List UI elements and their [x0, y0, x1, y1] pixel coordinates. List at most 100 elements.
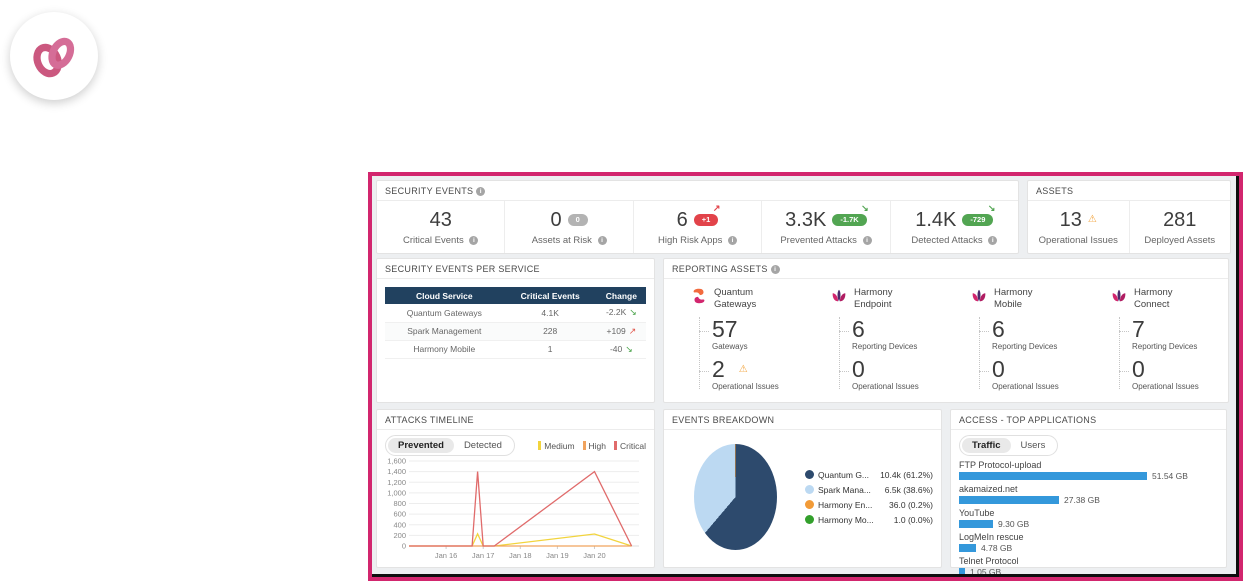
attacks-timeline-legend: Medium High Critical [538, 441, 646, 451]
attacks-tab-group: Prevented Detected [385, 435, 515, 456]
stat-value: 13 [1059, 208, 1082, 231]
product-header: Harmony Mobile [970, 287, 1088, 311]
svg-text:1,000: 1,000 [387, 488, 406, 497]
stat-label: Operational Issues [992, 382, 1059, 392]
info-icon[interactable]: i [476, 187, 486, 196]
svg-text:200: 200 [393, 531, 406, 540]
stat-assets-at-risk[interactable]: 0 0 Assets at Risk i [505, 201, 634, 253]
stat-value-row: 43 [430, 209, 452, 232]
per-service-table-header: Cloud Service Critical Events Change [385, 287, 646, 304]
legend-marker-icon [805, 500, 814, 509]
legend-marker-icon [805, 470, 814, 479]
app-bar-row: 4.78 GB [959, 543, 1218, 553]
stat-label: Deployed Assets [1144, 234, 1216, 246]
legend-value: 1.0 (0.0%) [893, 514, 933, 525]
stat-operational-issues[interactable]: 2 ⚠ Operational Issues [699, 356, 808, 391]
stat-value: 6 [852, 315, 865, 342]
stat-critical-events[interactable]: 43 Critical Events i [377, 201, 506, 253]
top-applications-title: ACCESS - TOP APPLICATIONS [959, 415, 1097, 425]
app-label: FTP Protocol-upload [959, 460, 1042, 470]
cell-change: -2.2K ↘ [596, 304, 646, 323]
stat-prevented-attacks[interactable]: 3.3K -1.7K ↘ Prevented Attacks i [762, 201, 891, 253]
product-stats-tree: 7 Reporting Devices 0 Operational Issues [1119, 316, 1228, 391]
svg-text:1,600: 1,600 [387, 457, 406, 466]
legend-item-critical[interactable]: Critical [614, 441, 646, 451]
legend-item-medium[interactable]: Medium [538, 441, 575, 451]
trend-up-arrow-icon: ↗ [628, 325, 637, 336]
stat-label: Detected Attacks i [911, 235, 998, 246]
cell-service: Quantum Gateways [385, 304, 504, 323]
table-row-harmony-mobile[interactable]: Harmony Mobile 1 -40 ↘ [385, 340, 646, 359]
screenshot-edge-bottom [372, 574, 1239, 577]
info-icon[interactable]: i [597, 235, 607, 245]
product-stats-tree: 6 Reporting Devices 0 Operational Issues [839, 315, 948, 391]
table-row-spark-management[interactable]: Spark Management 228 +109 ↗ [385, 322, 646, 341]
top-applications-list: FTP Protocol-upload 51.54 GB akamaized.net… [951, 458, 1226, 577]
panel-events-breakdown: EVENTS BREAKDOWN Quantum G... 10.4k (61.2… [663, 409, 942, 568]
app-item-akamaized-net: akamaized.net 27.38 GB [959, 484, 1218, 505]
svg-text:Jan 20: Jan 20 [583, 551, 606, 560]
pie-legend-item-quantum-g: Quantum G... 10.4k (61.2%) [805, 467, 933, 482]
app-item-logmein-rescue: LogMeIn rescue 4.78 GB [959, 532, 1218, 553]
stat-value: 3.3K [785, 208, 827, 231]
app-item-telnet-protocol: Telnet Protocol 1.05 GB [959, 556, 1218, 577]
tab-prevented[interactable]: Prevented [388, 438, 454, 453]
stat-label: Reporting Devices [992, 342, 1058, 352]
stat-value: 6 [676, 208, 688, 231]
trend-down-arrow-icon: ↘ [629, 307, 637, 318]
svg-text:400: 400 [393, 520, 406, 529]
harmony-tulip-icon [830, 287, 848, 310]
stat-value-row: 1.4K -729 ↘ [915, 204, 995, 232]
info-icon[interactable]: i [770, 265, 780, 274]
tab-traffic[interactable]: Traffic [962, 438, 1011, 453]
change-value: -40 [609, 343, 623, 354]
assets-stats: 13 ⚠ Operational Issues 281 Deployed Assets [1028, 201, 1230, 253]
stat-deployed-assets[interactable]: 281 Deployed Assets [1130, 201, 1231, 253]
stat-label: Reporting Devices [1132, 342, 1198, 352]
stat-value: 0 [1132, 356, 1145, 383]
screenshot-edge-right [1236, 176, 1239, 577]
app-item-youtube: YouTube 9.30 GB [959, 508, 1218, 529]
stat-operational-issues[interactable]: 0 Operational Issues [1119, 356, 1228, 391]
column-header-cloud-service: Cloud Service [385, 287, 504, 304]
tab-users[interactable]: Users [1020, 440, 1046, 451]
reporting-asset-quantum-gateways: Quantum Gateways 57 Gateways 2 ⚠ Operational I… [668, 287, 808, 391]
column-header-critical-events: Critical Events [503, 287, 597, 304]
harmony-tulip-icon [970, 287, 988, 310]
stat-label: Critical Events i [403, 235, 479, 246]
stat-operational-issues[interactable]: 13 ⚠ Operational Issues [1028, 201, 1130, 253]
pie-legend-item-harmony-en: Harmony En... 36.0 (0.2%) [805, 497, 933, 512]
stat-operational-issues[interactable]: 0 Operational Issues [979, 356, 1088, 392]
legend-value: 36.0 (0.2%) [889, 499, 933, 510]
tab-detected[interactable]: Detected [463, 440, 502, 451]
info-icon[interactable]: i [862, 235, 872, 245]
table-row-quantum-gateways[interactable]: Quantum Gateways 4.1K -2.2K ↘ [385, 304, 646, 323]
stat-reporting-devices[interactable]: 6 Reporting Devices [979, 316, 1088, 352]
svg-text:1,400: 1,400 [387, 467, 406, 476]
panel-assets: ASSETS 13 ⚠ Operational Issues 281 Deployed … [1027, 180, 1231, 254]
legend-item-high[interactable]: High [582, 441, 606, 451]
info-icon[interactable]: i [988, 235, 998, 245]
app-traffic-value: 4.78 GB [981, 543, 1013, 553]
app-bar-row: 51.54 GB [959, 471, 1218, 481]
stat-gateways[interactable]: 57 Gateways [699, 316, 808, 351]
stat-operational-issues[interactable]: 0 Operational Issues [839, 356, 948, 391]
info-icon[interactable]: i [469, 235, 479, 245]
stat-value-row: 13 ⚠ [1060, 209, 1097, 232]
stat-reporting-devices[interactable]: 6 Reporting Devices [839, 315, 948, 351]
top-applications-tabs: Traffic Users [951, 430, 1226, 458]
app-traffic-value: 9.30 GB [998, 519, 1030, 529]
svg-text:Jan 18: Jan 18 [509, 551, 532, 560]
trend-badge: 0 [567, 214, 588, 226]
dashboard-frame: SECURITY EVENTS i 43 Critical Events i 0 0 As… [368, 172, 1243, 581]
stat-detected-attacks[interactable]: 1.4K -729 ↘ Detected Attacks i [891, 201, 1018, 253]
stat-label: Operational Issues [1038, 234, 1118, 246]
app-label: LogMeIn rescue [959, 532, 1024, 542]
app-traffic-bar [959, 496, 1059, 504]
cell-service: Spark Management [385, 322, 504, 341]
stat-high-risk-apps[interactable]: 6 +1 ↗ High Risk Apps i [634, 201, 763, 253]
events-breakdown-legend: Quantum G... 10.4k (61.2%) Spark Mana... 6.… [805, 467, 933, 527]
stat-reporting-devices[interactable]: 7 Reporting Devices [1119, 316, 1228, 352]
info-icon[interactable]: i [728, 235, 738, 245]
